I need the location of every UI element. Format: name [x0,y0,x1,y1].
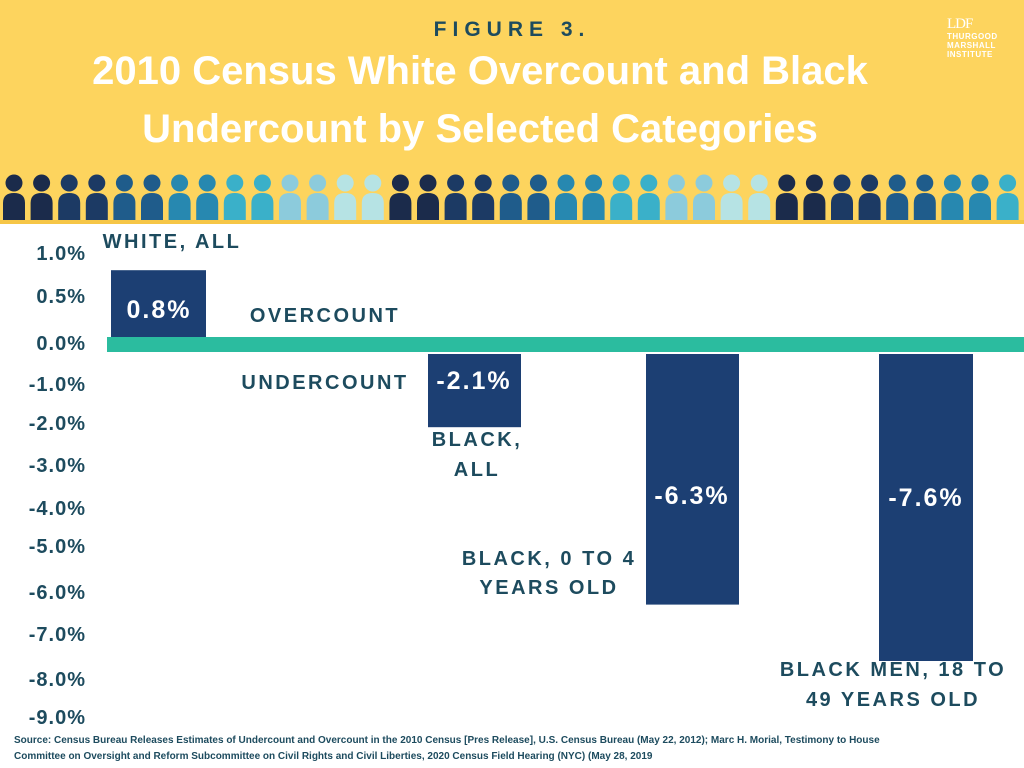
person-icon [389,174,412,220]
logo-line-1: THURGOOD [947,32,998,41]
zero-baseline [107,337,1024,352]
person-icon [941,174,964,220]
y-tick-label: -3.0% [29,455,86,477]
person-icon [775,174,798,220]
person-icon [444,174,467,220]
bar [646,354,739,605]
person-icon [499,174,522,220]
source-note: Source: Census Bureau Releases Estimates… [14,733,1018,764]
person-icon [3,174,25,220]
category-label: BLACK, [432,429,523,451]
chart-title-line-2: Undercount by Selected Categories [142,107,818,151]
undercount-annotation: UNDERCOUNT [241,372,408,394]
bar [111,270,206,337]
y-tick-label: -5.0% [29,536,86,558]
category-label: ALL [454,459,500,481]
person-icon [913,174,936,220]
data-label: -7.6% [888,484,963,512]
y-tick-label: -9.0% [29,707,86,729]
y-tick-label: -4.0% [29,498,86,520]
bar [428,354,521,428]
person-icon [196,174,219,220]
person-icon [279,174,301,220]
category-label: BLACK, 0 TO 4 [462,548,636,570]
person-icon [306,174,329,220]
person-icon [223,174,246,220]
y-tick-label: -7.0% [29,624,86,646]
person-icon [886,174,909,220]
person-icon [748,174,771,220]
y-tick-label: 0.0% [36,333,86,355]
category-label: 49 YEARS OLD [806,689,980,711]
institute-logo: LDF THURGOOD MARSHALL INSTITUTE [947,16,1017,59]
y-tick-label: -1.0% [29,374,86,396]
figure-label: FIGURE 3. [433,18,591,41]
person-icon [637,174,660,220]
person-icon [58,174,81,220]
person-icon [361,174,384,220]
person-icon [527,174,550,220]
person-icon [555,174,577,220]
y-tick-label: -2.0% [29,413,86,435]
header-divider [0,220,1024,224]
logo-line-3: INSTITUTE [947,50,993,59]
y-tick-label: -6.0% [29,582,86,604]
person-icon [831,174,853,220]
person-icon [417,174,439,220]
person-icon [30,174,53,220]
person-icon [693,174,715,220]
person-icon [582,174,605,220]
person-icon [113,174,136,220]
category-label: BLACK MEN, 18 TO [780,659,1006,681]
person-icon [969,174,991,220]
person-icon [472,174,495,220]
data-label: -2.1% [436,367,511,395]
data-label: -6.3% [654,482,729,510]
logo-line-2: MARSHALL [947,41,996,50]
source-line-2: Committee on Oversight and Reform Subcom… [14,750,653,762]
overcount-annotation: OVERCOUNT [250,305,400,327]
person-icon [610,174,633,220]
person-icon [720,174,743,220]
category-label: YEARS OLD [479,577,618,599]
person-icon [803,174,826,220]
person-icon [858,174,881,220]
data-label: 0.8% [127,296,192,324]
logo-mark: LDF [947,16,973,32]
person-icon [334,174,357,220]
source-line-1: Source: Census Bureau Releases Estimates… [14,735,880,746]
person-icon [168,174,191,220]
y-tick-label: 1.0% [36,243,86,265]
person-icon [141,174,163,220]
people-icon-row [3,174,1019,220]
person-icon [251,174,274,220]
y-tick-label: -8.0% [29,669,86,691]
bar-chart: 1.0% 0.5% 0.0% -1.0% -2.0% -3.0% -4.0% -5.0% -6.… [29,231,1024,729]
bar [879,354,973,661]
chart-title-line-1: 2010 Census White Overcount and Black [92,49,868,93]
person-icon [85,174,108,220]
category-label: WHITE, ALL [103,231,242,253]
y-tick-label: 0.5% [36,286,86,308]
person-icon [665,174,688,220]
person-icon [996,174,1019,220]
